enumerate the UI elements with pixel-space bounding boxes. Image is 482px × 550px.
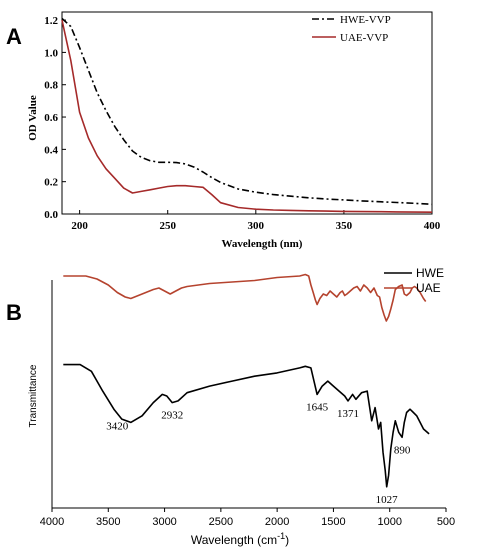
- panel-b-series: [63, 273, 430, 488]
- panel-a-series-line-0: [61, 17, 433, 206]
- panel-b-peak-labels: 3420 2932 1645 1371 1027 890: [106, 401, 411, 505]
- panel-a-y-tick-label: 0.6: [44, 112, 58, 124]
- panel-b-peak-label: 890: [394, 444, 411, 456]
- panel-b-y-axis-label: Transmittance: [28, 364, 39, 427]
- panel-a-x-tick-label: 250: [159, 220, 176, 232]
- panel-a-y-tick-label: 0.2: [44, 177, 58, 189]
- panel-a-legend: HWE-VVP UAE-VVP: [312, 14, 391, 44]
- panel-a-y-tick-label: 1.2: [44, 15, 58, 27]
- panel-b-x-tick-label: 2500: [209, 516, 233, 528]
- panel-b-x-tick-label: 4000: [40, 516, 64, 528]
- panel-a-legend-label-uae: UAE-VVP: [340, 32, 388, 44]
- panel-a-series-line-1: [61, 19, 433, 213]
- panel-b-series-line-0: [63, 363, 430, 488]
- panel-a: A 200 250 300 350 400 0.00.20.40.60.81.01.2 …: [6, 11, 441, 250]
- panel-b-peak-label: 1371: [337, 408, 359, 420]
- panel-b-legend-label-hwe: HWE: [416, 266, 444, 280]
- panel-b-x-tick-label: 3500: [96, 516, 120, 528]
- panel-a-y-tick-label: 0.8: [44, 80, 58, 92]
- panel-b-x-ticks: 4000 3500 3000 2500 2000 1500 1000 500: [40, 508, 455, 528]
- panel-a-y-tick-label: 0.4: [44, 144, 58, 156]
- panel-b-x-axis-label-end: ): [285, 533, 289, 547]
- panel-b-x-axis-label-main: Wavelength (cm: [191, 533, 277, 547]
- panel-a-x-ticks: 200 250 300 350 400: [71, 210, 441, 232]
- panel-b-peak-label: 3420: [106, 420, 129, 432]
- panel-b: B 4000 3500 3000 2500 2000 1500 1000 500 3420 29…: [6, 266, 455, 547]
- panel-b-series-line-1: [63, 273, 427, 322]
- panel-a-legend-label-hwe: HWE-VVP: [340, 14, 391, 26]
- panel-a-x-axis-label: Wavelength (nm): [222, 238, 303, 250]
- panel-a-x-tick-label: 300: [248, 220, 265, 232]
- panel-b-x-tick-label: 1500: [321, 516, 345, 528]
- panel-b-label: B: [6, 300, 22, 325]
- panel-b-x-tick-label: 500: [437, 516, 455, 528]
- panel-a-series: [61, 17, 433, 213]
- panel-b-x-tick-label: 2000: [265, 516, 289, 528]
- panel-b-x-tick-label: 3000: [152, 516, 176, 528]
- panel-a-y-ticks: 0.0 0.2 0.4 0.6 0.8 1.0 1.2: [44, 15, 66, 221]
- panel-b-legend: HWE UAE: [384, 266, 444, 295]
- panel-a-x-tick-label: 350: [336, 220, 353, 232]
- panel-b-x-tick-label: 1000: [377, 516, 401, 528]
- panel-a-plot-frame: [61, 11, 433, 215]
- panel-a-y-tick-label: 1.0: [44, 47, 58, 59]
- panel-a-label: A: [6, 24, 22, 49]
- panel-b-x-axis-label-sup: -1: [277, 531, 285, 541]
- panel-b-x-axis-label: Wavelength (cm-1): [191, 531, 289, 547]
- panel-b-legend-label-uae: UAE: [416, 281, 441, 295]
- panel-a-x-tick-label: 400: [424, 220, 441, 232]
- panel-a-y-axis-label: OD Value: [27, 95, 39, 141]
- panel-b-peak-label: 1645: [306, 401, 329, 413]
- panel-a-x-tick-label: 200: [71, 220, 88, 232]
- panel-a-y-tick-label: 0.0: [44, 209, 58, 221]
- panel-b-peak-label: 1027: [376, 494, 399, 506]
- panel-b-peak-label: 2932: [161, 410, 183, 422]
